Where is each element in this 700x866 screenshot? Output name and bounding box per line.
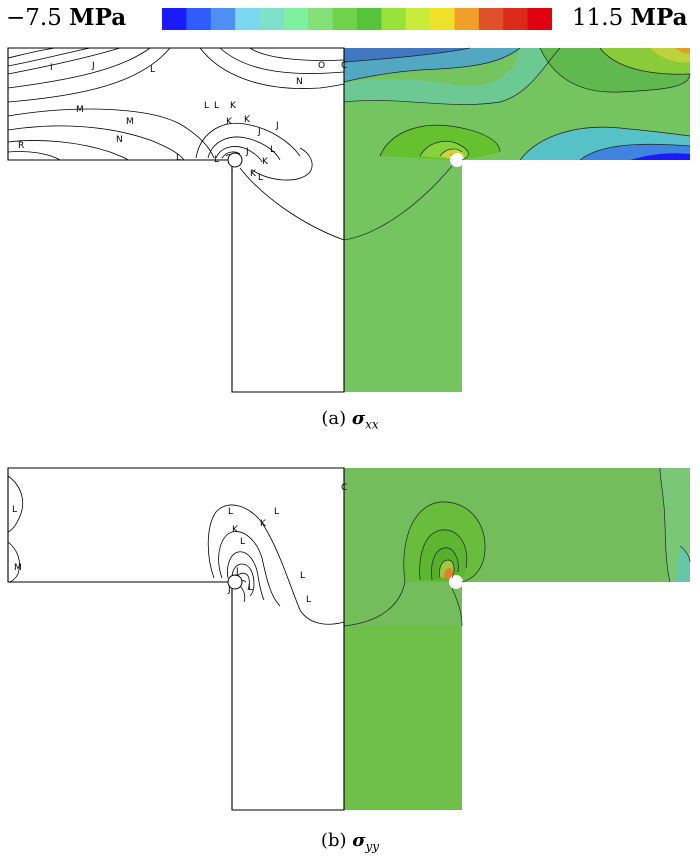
panel-a-contour-label: L	[214, 155, 219, 165]
colorbar-max-value: 11.5	[572, 5, 624, 31]
panel-a-contour-label: L	[270, 145, 275, 155]
caption-a: (a) σxx	[0, 408, 700, 432]
panel-b-contour-label: L	[306, 595, 311, 605]
reference-contour-plot-a	[7, 47, 345, 393]
caption-a-subscript: xx	[365, 417, 379, 432]
panel-b-contour-label: J	[235, 567, 239, 577]
colorbar-segment	[308, 8, 334, 30]
panel-a-contour-label: J	[245, 147, 249, 157]
colorbar-segment	[478, 8, 504, 30]
colorbar-segment	[381, 8, 407, 30]
colorbar-segment	[527, 8, 552, 30]
panel-b-contour-label: L	[240, 537, 245, 547]
colorbar-min-value: −7.5	[6, 5, 62, 31]
colorbar-min-unit: MPa	[69, 4, 127, 31]
caption-b-symbol: σ	[352, 830, 366, 851]
colorbar-max-label: 11.5 MPa	[572, 4, 688, 31]
panel-a-contour-label: I	[50, 63, 53, 73]
panel-b-contour-label: L	[300, 571, 305, 581]
panel-b-contour-label: L	[228, 507, 233, 517]
colorbar-segment	[186, 8, 212, 30]
panel-a-contour-label: M	[76, 105, 84, 115]
panel-b-contour-label: K	[232, 525, 239, 535]
fem-contour-plot-b	[343, 467, 691, 810]
panel-a-contour-label: K	[226, 117, 233, 127]
panel-a-contour-label: K	[262, 157, 269, 167]
panel-a-contour-label: J	[91, 61, 95, 71]
panel-a-contour-label: N	[116, 135, 123, 145]
colorbar-segment	[259, 8, 285, 30]
colorbar	[162, 8, 552, 30]
panel-b-contour-label: L	[248, 583, 253, 593]
reference-contour-plot-b	[7, 467, 345, 811]
colorbar-min-label: −7.5 MPa	[6, 4, 126, 31]
panel-b-contour-label: L	[12, 505, 17, 515]
colorbar-segment	[332, 8, 358, 30]
caption-a-prefix: (a)	[321, 408, 347, 429]
colorbar-segment	[405, 8, 431, 30]
panel-a-contour-label: J	[275, 121, 279, 131]
panel-a-contour-label: K	[250, 169, 257, 179]
panel-a-contour-label: L	[176, 153, 181, 163]
caption-b-subscript: yy	[365, 839, 380, 854]
colorbar-segment	[454, 8, 480, 30]
panel-a-contour-label: K	[244, 115, 251, 125]
panel-a-contour-label: L	[214, 101, 219, 111]
colorbar-segment	[357, 8, 382, 30]
panel-a-contour-label: M	[126, 117, 134, 127]
caption-b: (b) σyy	[0, 830, 700, 854]
panel-a-contour-label: C	[341, 61, 347, 71]
panel-b-contour-label: L	[274, 507, 279, 517]
panel-a-contour-label: J	[257, 127, 261, 137]
panel-a-contour-label: R	[18, 141, 24, 151]
colorbar-max-unit: MPa	[630, 4, 688, 31]
panel-a-contour-label: L	[258, 173, 263, 183]
caption-a-symbol: σ	[351, 408, 366, 429]
caption-b-prefix: (b)	[320, 830, 347, 851]
panel-a-contour-label: O	[318, 61, 325, 71]
colorbar-segment	[283, 8, 309, 30]
notch-b-left	[227, 574, 243, 590]
colorbar-segment	[430, 8, 456, 30]
colorbar-segment	[235, 8, 261, 30]
colorbar-segment	[503, 8, 529, 30]
panel-a-contour-label: N	[296, 77, 303, 87]
panel-a-contour-label: K	[230, 101, 237, 111]
panel-a-contour-label: L	[150, 65, 155, 75]
panel-b-contour-label: K	[260, 519, 267, 529]
panel-a-contour-label: L	[204, 101, 209, 111]
notch-a-left	[227, 152, 243, 168]
panel-b-contour-label: C	[341, 483, 347, 493]
panel-b-contour-label: J	[227, 585, 231, 595]
panel-b-contour-label: M	[14, 563, 22, 573]
colorbar-segment	[162, 8, 187, 30]
fem-contour-plot-a	[343, 47, 691, 392]
colorbar-segment	[210, 8, 236, 30]
